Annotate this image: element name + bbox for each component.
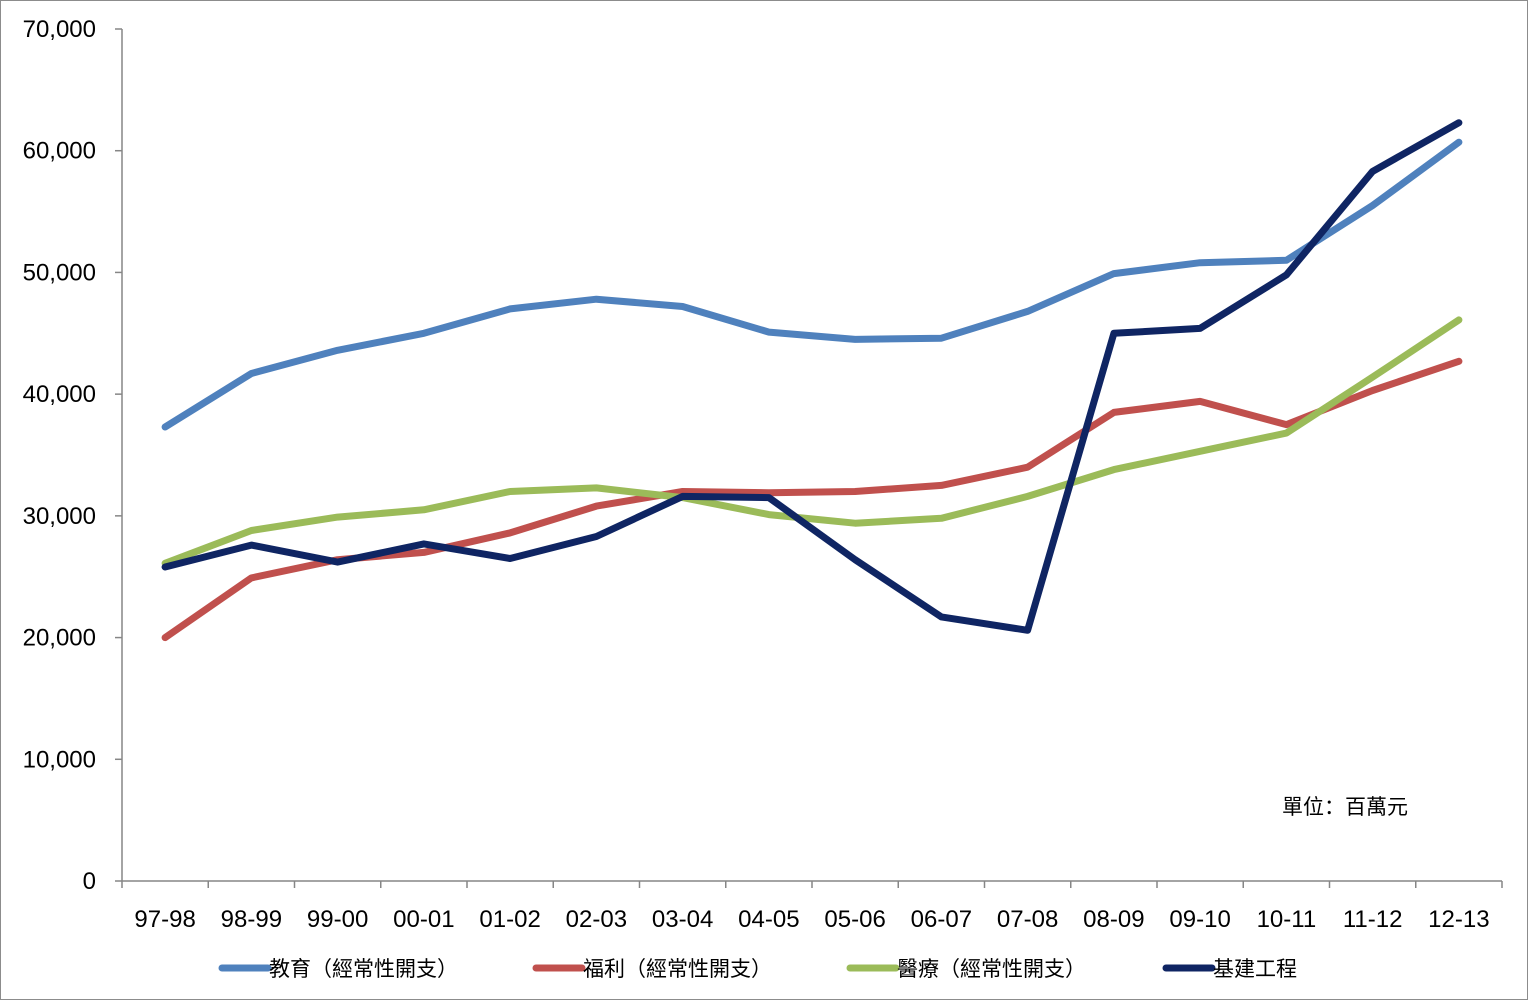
x-tick-label: 00-01 bbox=[393, 906, 454, 933]
series-line-4 bbox=[161, 119, 1463, 634]
x-tick-label: 07-08 bbox=[997, 906, 1058, 933]
x-tick-label: 03-04 bbox=[652, 906, 713, 933]
x-tick-label: 97-98 bbox=[134, 906, 195, 933]
x-tick-label: 10-11 bbox=[1257, 906, 1317, 933]
legend-label: 基建工程 bbox=[1213, 957, 1297, 981]
y-tick-label: 50,000 bbox=[23, 259, 96, 286]
x-tick-label: 02-03 bbox=[566, 906, 627, 933]
y-tick-label: 0 bbox=[83, 868, 96, 895]
y-tick-label: 30,000 bbox=[23, 503, 96, 530]
x-tick-label: 09-10 bbox=[1169, 906, 1230, 933]
x-tick-label: 04-05 bbox=[738, 906, 799, 933]
x-tick-label: 11-12 bbox=[1343, 906, 1403, 933]
legend-label: 醫療（經常性開支） bbox=[897, 957, 1086, 981]
y-ticks: 0 10,000 20,000 30,000 40,000 50,000 60,000 70,… bbox=[23, 16, 122, 895]
x-tick-label: 12-13 bbox=[1428, 906, 1489, 933]
y-tick-label: 20,000 bbox=[23, 625, 96, 652]
series-line-1 bbox=[161, 138, 1463, 431]
legend: 教育（經常性開支） 福利（經常性開支） 醫療（經常性開支） 基建工程 bbox=[218, 957, 1297, 981]
legend-label: 福利（經常性開支） bbox=[583, 957, 772, 981]
series-lines bbox=[161, 119, 1463, 642]
x-tick-label: 01-02 bbox=[479, 906, 540, 933]
x-ticks: 97-98 98-99 99-00 00-01 01-02 02-03 03-04 04-05… bbox=[121, 881, 1503, 933]
legend-label: 教育（經常性開支） bbox=[269, 957, 458, 981]
x-tick-label: 05-06 bbox=[824, 906, 885, 933]
x-tick-label: 08-09 bbox=[1083, 906, 1144, 933]
y-tick-label: 40,000 bbox=[23, 381, 96, 408]
x-tick-label: 98-99 bbox=[221, 906, 282, 933]
series-line-2 bbox=[161, 357, 1463, 642]
y-tick-label: 70,000 bbox=[23, 16, 96, 43]
y-tick-label: 10,000 bbox=[23, 746, 96, 773]
y-tick-label: 60,000 bbox=[23, 138, 96, 165]
axes bbox=[121, 29, 1502, 882]
x-tick-label: 06-07 bbox=[911, 906, 972, 933]
x-tick-label: 99-00 bbox=[307, 906, 368, 933]
unit-note: 單位：百萬元 bbox=[1282, 795, 1408, 819]
series-line-3 bbox=[161, 316, 1463, 567]
